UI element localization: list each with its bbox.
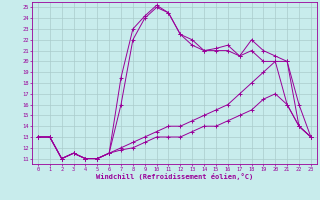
- X-axis label: Windchill (Refroidissement éolien,°C): Windchill (Refroidissement éolien,°C): [96, 173, 253, 180]
